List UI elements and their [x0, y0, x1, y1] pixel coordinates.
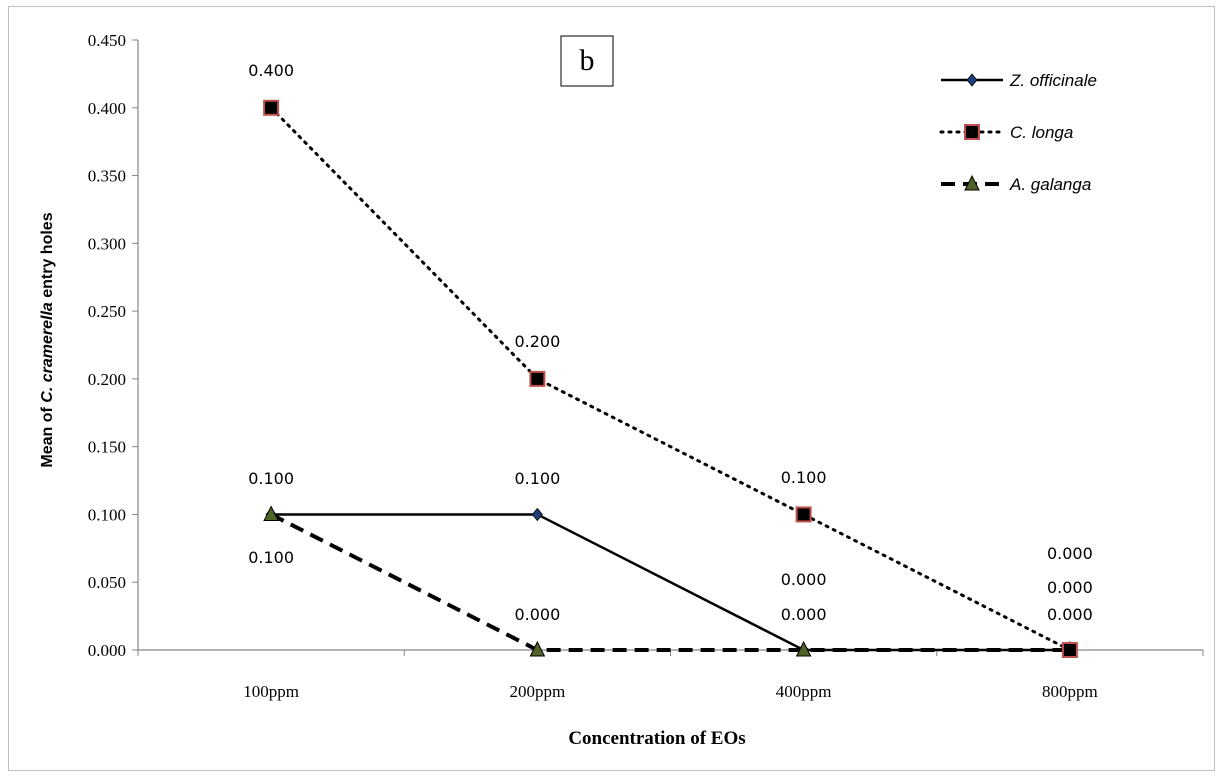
y-tick-label: 0.200 — [88, 370, 126, 389]
series-line-2 — [269, 106, 1072, 652]
y-tick-label: 0.150 — [88, 438, 126, 457]
x-tick-label: 200ppm — [510, 682, 566, 701]
data-label-z-officinale: 0.100 — [514, 469, 560, 488]
y-tick-label: 0.300 — [88, 234, 126, 253]
y-axis-title-species: C. cramerella — [39, 302, 56, 403]
data-label-a-galanga: 0.000 — [1047, 605, 1093, 624]
y-tick-label: 0.250 — [88, 302, 126, 321]
y-tick-labels: 0.000 0.050 0.100 0.150 0.200 0.250 0.300 0.350… — [88, 31, 126, 660]
y-tick-label: 0.050 — [88, 573, 126, 592]
data-label-c-longa: 0.000 — [1047, 544, 1093, 563]
series-2-marker — [1061, 642, 1078, 658]
panel-label-box: b — [560, 35, 614, 87]
data-label-a-galanga: 0.000 — [514, 605, 560, 624]
legend-marker-1 — [966, 73, 978, 87]
legend-label-1: Z. officinale — [1009, 71, 1097, 90]
series-2-marker — [529, 370, 546, 387]
series-line-3 — [270, 512, 1070, 652]
legend-marker-3 — [964, 174, 980, 191]
data-label-c-longa: 0.100 — [781, 468, 827, 487]
data-labels: 0.400 0.200 0.100 0.000 0.100 0.100 0.100 0.000… — [248, 61, 1093, 624]
y-tick-label: 0.100 — [88, 505, 126, 524]
series-3-marker — [263, 505, 279, 521]
series-lines — [269, 106, 1072, 652]
data-label-c-longa: 0.400 — [248, 61, 294, 80]
legend-label-2: C. longa — [1010, 123, 1073, 142]
series-1-marker — [531, 507, 543, 522]
chart-frame — [8, 6, 1215, 771]
data-label-z-officinale: 0.000 — [781, 570, 827, 589]
data-label-c-longa: 0.200 — [514, 332, 560, 351]
y-tick-label: 0.350 — [88, 167, 126, 186]
x-tick-label: 800ppm — [1042, 682, 1098, 701]
series-2-marker — [795, 506, 812, 523]
data-label-a-galanga: 0.100 — [248, 548, 294, 567]
data-label-z-officinale: 0.000 — [1047, 578, 1093, 597]
y-axis-title: Mean of C. cramerella entry holes — [39, 212, 56, 467]
y-tick-label: 0.000 — [88, 641, 126, 660]
y-axis-title-part-3: entry holes — [39, 212, 56, 302]
data-label-top: 0.100 — [248, 469, 294, 488]
legend-marker-2 — [964, 124, 980, 140]
series-3-marker — [529, 640, 546, 657]
y-axis-title-part-1: Mean of — [39, 403, 56, 468]
x-tick-label: 100ppm — [243, 682, 299, 701]
x-axis-title: Concentration of EOs — [568, 728, 745, 749]
x-tick-labels: 100ppm 200ppm 400ppm 800ppm — [243, 682, 1097, 701]
x-tick-label: 400ppm — [776, 682, 832, 701]
data-label-a-galanga: 0.000 — [781, 605, 827, 624]
panel-label: b — [580, 44, 595, 77]
series-markers — [263, 99, 1078, 658]
legend: Z. officinale C. longa A. galanga — [939, 71, 1097, 194]
y-tick-label: 0.400 — [88, 99, 126, 118]
series-line-1 — [271, 513, 1070, 652]
series-2-marker — [263, 99, 280, 116]
y-tick-label: 0.450 — [88, 31, 126, 50]
series-3-marker — [795, 640, 812, 657]
legend-label-3: A. galanga — [1009, 175, 1091, 194]
